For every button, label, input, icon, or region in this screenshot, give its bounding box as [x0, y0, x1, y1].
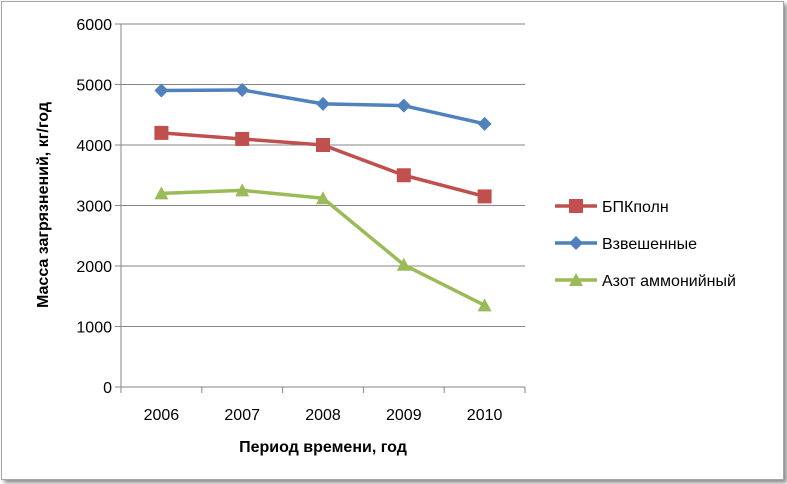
x-axis-title: Период времени, год: [239, 439, 407, 456]
legend-marker-азот-аммонийный: [569, 273, 583, 286]
x-tick-label-2006: 2006: [144, 407, 180, 424]
axes: [120, 24, 526, 393]
data-point-бпкполн-2008: [316, 138, 330, 152]
y-tick-label-6000: 6000: [76, 17, 112, 34]
x-tick-label-2008: 2008: [305, 407, 341, 424]
data-point-бпкполн-2009: [396, 168, 411, 183]
x-tick-label-2007: 2007: [224, 407, 260, 424]
data-point-азот-аммонийный-2010: [477, 298, 492, 312]
data-point-азот-аммонийный-2008: [316, 191, 330, 205]
x-tick-label-2010: 2010: [467, 407, 503, 424]
data-point-взвешенные-2008: [316, 96, 330, 111]
y-tick-label-5000: 5000: [76, 78, 112, 95]
x-tick-labels: 2006 2007 2008 2009 2010: [144, 407, 503, 424]
legend-marker-взвешенные: [569, 236, 583, 250]
data-point-бпкполн-2010: [477, 189, 492, 204]
data-point-азот-аммонийный-2009: [396, 257, 411, 271]
data-point-взвешенные-2006: [154, 83, 169, 98]
legend-marker-бпкполн: [569, 199, 583, 213]
y-tick-labels: 0 1000 2000 3000 4000 5000 6000: [76, 17, 112, 397]
x-tick-label-2009: 2009: [386, 407, 422, 424]
y-tick-label-2000: 2000: [76, 259, 112, 276]
data-point-бпкполн-2007: [235, 131, 250, 146]
data-point-взвешенные-2010: [477, 116, 492, 131]
y-axis-title: Масса загрязнений, кг/год: [35, 102, 52, 308]
data-point-взвешенные-2009: [396, 98, 411, 113]
data-point-бпкполн-2006: [154, 125, 169, 140]
legend: БПКполн Взвешенные Азот аммонийный: [555, 199, 736, 290]
data-point-азот-аммонийный-2006: [154, 186, 169, 200]
legend-label-взвешенные: Взвешенные: [602, 236, 697, 253]
legend-label-азот-аммонийный: Азот аммонийный: [602, 273, 736, 290]
y-tick-label-3000: 3000: [76, 199, 112, 216]
data-point-взвешенные-2007: [235, 82, 250, 97]
y-tick-label-1000: 1000: [76, 320, 112, 337]
y-tick-label-4000: 4000: [76, 138, 112, 155]
data-point-азот-аммонийный-2007: [235, 183, 250, 197]
legend-label-бпкполн: БПКполн: [602, 199, 669, 216]
series-group: [154, 82, 492, 312]
y-tick-label-0: 0: [103, 380, 112, 397]
